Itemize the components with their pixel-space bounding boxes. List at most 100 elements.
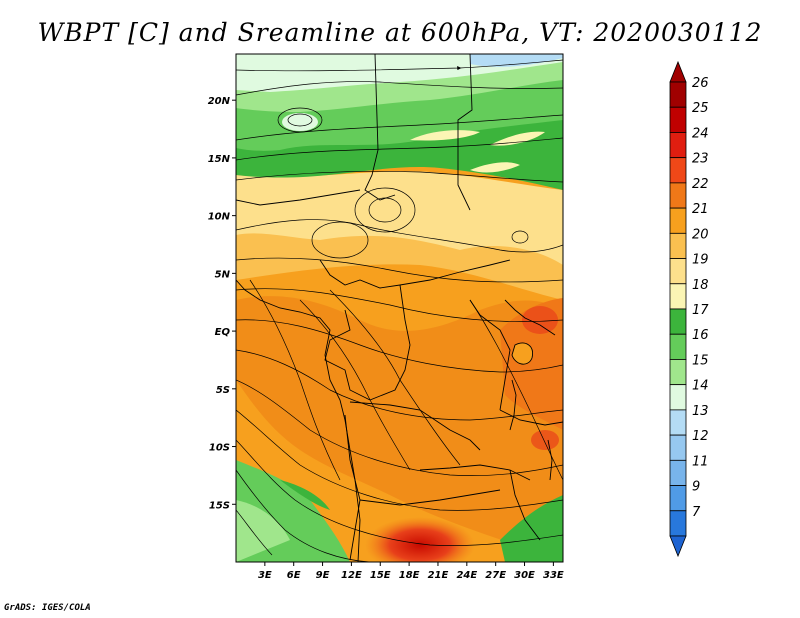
lon-tick-label: 3E (258, 570, 272, 581)
country-border (419, 464, 531, 481)
lon-tick-label: 12E (341, 570, 362, 581)
lat-tick-label: 15S (209, 500, 230, 511)
streamlines (236, 59, 563, 562)
lon-tick-label: 24E (456, 570, 477, 581)
colorbar-label: 23 (692, 152, 709, 167)
colorbar-label: 12 (692, 429, 709, 444)
colorbar-swatch (669, 333, 687, 360)
vortex (511, 230, 529, 244)
wbpt-13-zone (470, 54, 563, 67)
sw-light-green-zone (236, 500, 290, 562)
colorbar-label: 16 (692, 328, 709, 343)
lon-tick-label: 9E (316, 570, 330, 581)
lon-tick-label: 30E (514, 570, 535, 581)
lon-tick-label: 27E (485, 570, 506, 581)
colorbar-label: 21 (692, 202, 709, 217)
hotspot-east-2 (531, 430, 559, 450)
lon-axis: 3E 6E 9E 12E 15E 18E 21E 24E 27E 30E 33E (258, 562, 564, 581)
lat-tick-label: 15N (208, 154, 231, 165)
colorbar-label: 20 (692, 227, 709, 242)
streamline (236, 59, 563, 72)
lake-tanganyika (509, 379, 517, 431)
country-border (324, 309, 371, 401)
streamline (236, 509, 273, 556)
map-title: WBPT [C] and Sreamline at 600hPa, VT: 20… (37, 18, 763, 47)
country-border (236, 189, 361, 206)
colorbar-swatch (669, 232, 687, 259)
streamline (236, 439, 563, 546)
country-border (457, 54, 473, 211)
vortex (311, 221, 369, 259)
streamline (469, 299, 563, 481)
lake-malawi (547, 439, 553, 481)
lon-tick-label: 21E (428, 570, 449, 581)
lon-tick-label: 18E (399, 570, 420, 581)
lat-axis: 20N 15N 10N 5N EQ 5S 10S 15S (208, 96, 236, 511)
colorbar-label: 7 (692, 505, 701, 520)
colorbar-swatch (669, 459, 687, 486)
streamline (299, 299, 411, 471)
colorbar-label: 9 (692, 480, 700, 495)
colorbar-swatch (669, 81, 687, 108)
country-border (319, 259, 511, 289)
streamline (236, 288, 563, 322)
wbpt-18-zone (236, 171, 563, 265)
vortex (354, 187, 416, 233)
colorbar-label: 22 (692, 177, 709, 192)
colorbar-swatch (669, 182, 687, 209)
colorbar-bottom-arrow (669, 535, 687, 558)
hotspot-east (522, 306, 558, 334)
streamline (236, 319, 563, 373)
vortex (287, 113, 313, 127)
country-border (504, 299, 556, 336)
streamline (236, 170, 563, 183)
colorbar-swatch (669, 157, 687, 184)
streamline (236, 137, 563, 161)
lon-tick-label: 15E (370, 570, 391, 581)
streamline (236, 379, 563, 476)
streamline (236, 114, 563, 141)
lake-victoria (511, 342, 533, 365)
colorbar-label: 18 (692, 278, 709, 293)
country-border (509, 469, 541, 541)
streamline (249, 279, 341, 481)
streamline (236, 349, 563, 421)
colorbar-label: 11 (692, 454, 709, 469)
streamline (236, 81, 563, 96)
colorbar-swatch (669, 106, 687, 133)
streamline (236, 409, 563, 511)
colorbar-swatch (669, 510, 687, 537)
colorbar-swatch (669, 485, 687, 512)
colorbar-label: 19 (692, 253, 709, 268)
colorbar-label: 17 (692, 303, 709, 318)
colorbar-swatch (669, 283, 687, 310)
country-border (359, 489, 501, 506)
colorbar-label: 24 (692, 126, 709, 141)
lat-tick-label: 10N (208, 212, 231, 223)
sw-green-edge (280, 480, 330, 510)
country-border (469, 299, 511, 411)
hotspot-south (365, 517, 475, 562)
country-border (349, 401, 481, 451)
colorbar-label: 15 (692, 353, 709, 368)
vortex (277, 107, 323, 133)
colorbar: 26 25 24 23 22 21 20 19 18 17 16 15 14 13 12 11 9 7 (669, 60, 709, 558)
colorbar-swatch (669, 258, 687, 285)
wbpt-21-22-zone (236, 296, 563, 560)
warm-streaks (410, 130, 545, 173)
lat-tick-label: 10S (209, 443, 230, 454)
grads-credit: GrADS: IGES/COLA (4, 603, 91, 613)
country-border (499, 409, 563, 426)
colorbar-label: 13 (692, 404, 709, 419)
country-borders (236, 54, 563, 562)
cool-patch (282, 113, 318, 131)
lat-tick-label: 20N (208, 96, 231, 107)
colorbar-swatch (669, 308, 687, 335)
colorbar-swatch (669, 409, 687, 436)
lon-tick-label: 33E (543, 570, 564, 581)
coastline (236, 279, 361, 562)
colorbar-label: 26 (692, 76, 709, 91)
streamline (236, 257, 563, 283)
map-field (236, 54, 563, 562)
